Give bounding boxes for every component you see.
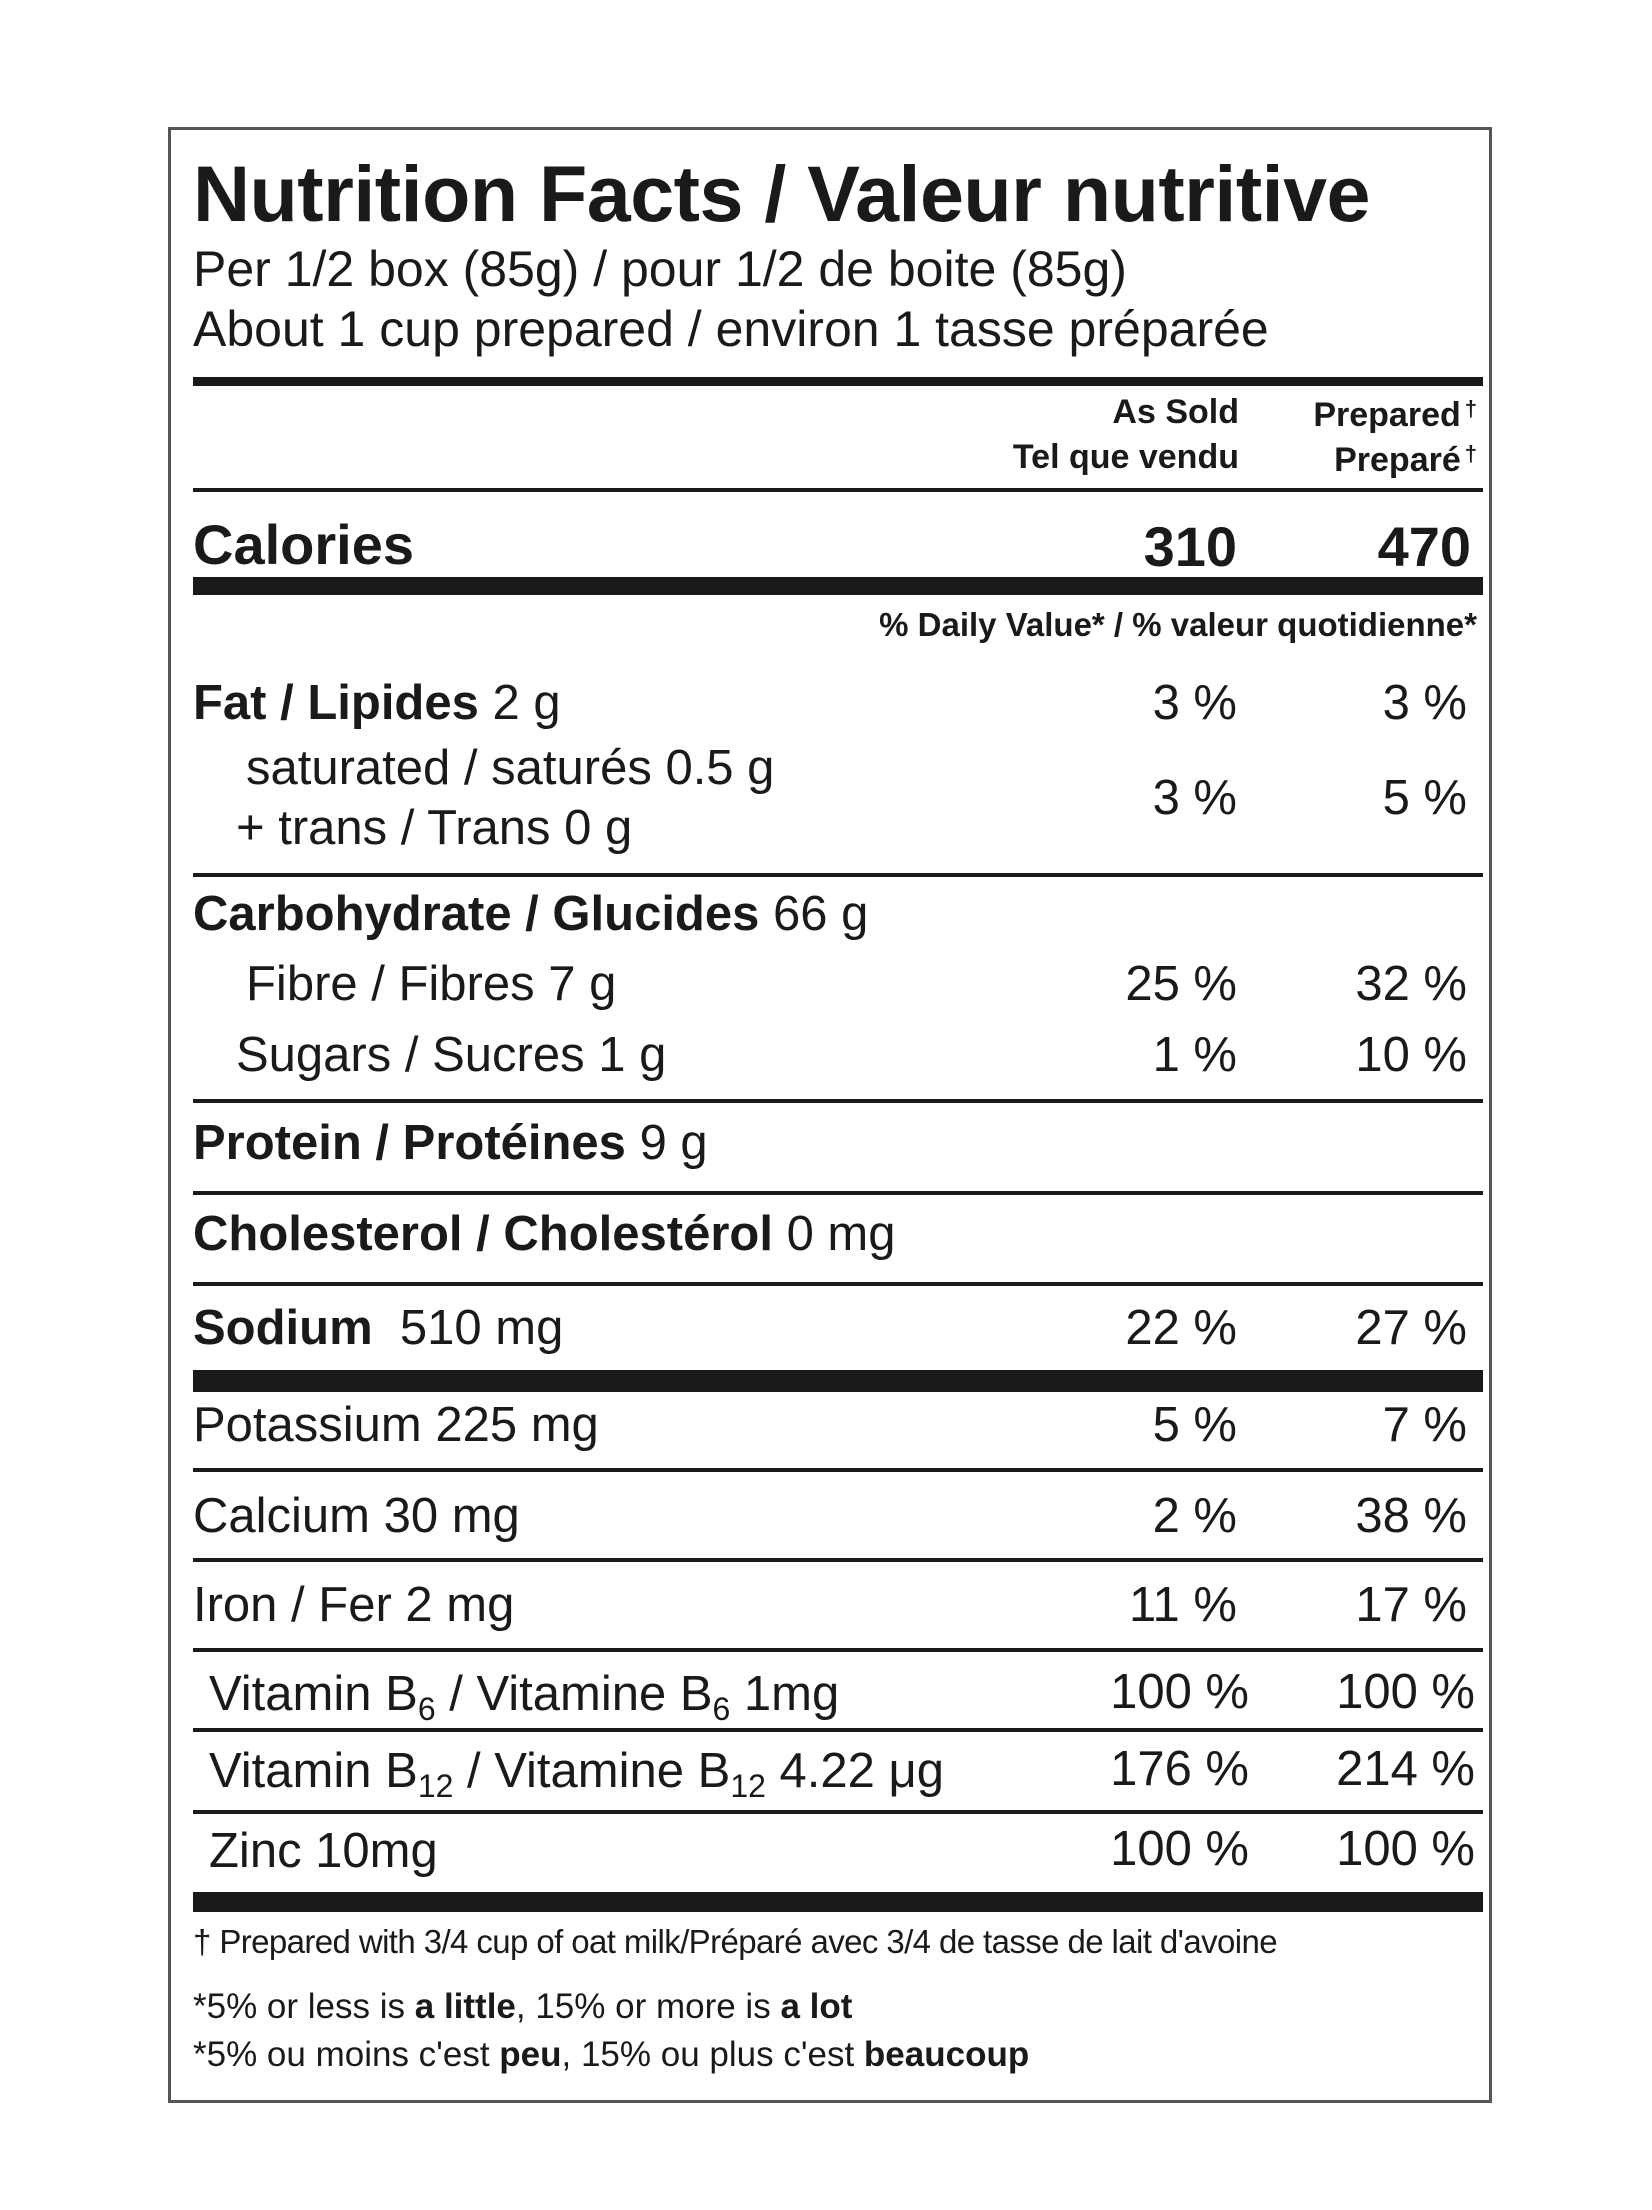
nutrition-facts-label: Nutrition Facts / Valeur nutritive Per 1… [168,127,1492,2103]
fat-row: Fat / Lipides 2 g [193,676,561,730]
rule-thin [193,873,1483,877]
dagger-mark: † [1464,396,1477,421]
rule-thin [193,1191,1483,1195]
trans-row: + trans / Trans 0 g [236,801,633,855]
sugars-prepared: 10 % [1355,1028,1467,1082]
protein-row: Protein / Protéines 9 g [193,1116,708,1170]
rule-heavy [193,577,1483,595]
zinc-prepared: 100 % [1336,1822,1475,1876]
sodium-row: Sodium 510 mg [193,1301,564,1355]
saturated-row: saturated / saturés 0.5 g [246,741,775,795]
column-as-sold-en: As Sold [1112,393,1239,431]
sodium-prepared: 27 % [1355,1301,1467,1355]
column-as-sold-fr: Tel que vendu [1012,438,1239,476]
calcium-row: Calcium 30 mg [193,1489,520,1543]
fibre-as-sold: 25 % [1125,957,1237,1011]
footnote-french: *5% ou moins c'est peu, 15% ou plus c'es… [193,2035,1030,2074]
footnote-prepared: † Prepared with 3/4 cup of oat milk/Prép… [193,1923,1278,1960]
rule-thin [193,1282,1483,1286]
vitamin-b6-prepared: 100 % [1336,1665,1475,1719]
column-prepared-en: Prepared † [1313,396,1477,434]
fat-prepared: 3 % [1382,676,1467,730]
calories-as-sold: 310 [1143,515,1237,578]
iron-as-sold: 11 % [1128,1578,1237,1632]
vitamin-b12-row: Vitamin B12 / Vitamine B12 4.22 μg [209,1744,944,1804]
rule-thin [193,1099,1483,1103]
serving-prepared: About 1 cup prepared / environ 1 tasse p… [193,301,1269,357]
sugars-as-sold: 1 % [1152,1028,1237,1082]
daily-value-header: % Daily Value* / % valeur quotidienne* [879,606,1477,643]
rule-thin [193,1648,1483,1652]
calcium-prepared: 38 % [1355,1489,1467,1543]
rule-thin [193,1558,1483,1562]
potassium-as-sold: 5 % [1152,1398,1237,1452]
vitamin-b6-as-sold: 100 % [1110,1665,1249,1719]
potassium-row: Potassium 225 mg [193,1398,599,1452]
vitamin-b12-prepared: 214 % [1336,1742,1475,1796]
sat-trans-as-sold: 3 % [1152,771,1237,825]
vitamin-b12-as-sold: 176 % [1110,1742,1249,1796]
fibre-row: Fibre / Fibres 7 g [246,957,617,1011]
zinc-as-sold: 100 % [1110,1822,1249,1876]
potassium-prepared: 7 % [1382,1398,1467,1452]
vitamin-b6-row: Vitamin B6 / Vitamine B6 1mg [209,1667,840,1727]
calcium-as-sold: 2 % [1152,1489,1237,1543]
rule-heavy [193,1892,1483,1912]
iron-prepared: 17 % [1355,1578,1467,1632]
sodium-as-sold: 22 % [1125,1301,1237,1355]
rule-heavy [193,1370,1483,1392]
footnote-english: *5% or less is a little, 15% or more is … [193,1987,853,2026]
rule-thin [193,1810,1483,1814]
sat-trans-prepared: 5 % [1382,771,1467,825]
label-title: Nutrition Facts / Valeur nutritive [193,149,1371,238]
fibre-prepared: 32 % [1355,957,1467,1011]
zinc-row: Zinc 10mg [209,1824,438,1878]
calories-prepared: 470 [1377,515,1471,578]
rule-thick-top [193,377,1483,386]
iron-row: Iron / Fer 2 mg [193,1578,515,1632]
rule-thin [193,1468,1483,1472]
calories-label: Calories [193,513,414,576]
column-prepared-fr: Preparé † [1334,441,1477,479]
dagger-mark: † [1464,441,1477,466]
serving-size: Per 1/2 box (85g) / pour 1/2 de boite (8… [193,241,1127,297]
fat-as-sold: 3 % [1152,676,1237,730]
cholesterol-row: Cholesterol / Cholestérol 0 mg [193,1207,896,1261]
rule-thin [193,1728,1483,1732]
sugars-row: Sugars / Sucres 1 g [236,1028,667,1082]
rule-thin [193,488,1483,492]
carbohydrate-row: Carbohydrate / Glucides 66 g [193,887,869,941]
